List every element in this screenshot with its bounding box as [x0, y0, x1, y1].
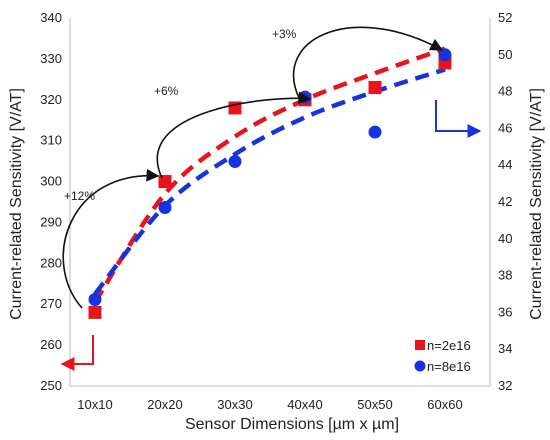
- legend-marker-n8e16: [414, 360, 426, 372]
- annotation-arrows: +12% +6% +3%: [62, 26, 444, 309]
- left-y-tick-label: 300: [40, 174, 62, 189]
- left-y-tick-label: 310: [40, 133, 62, 148]
- data-point-square: [88, 305, 102, 319]
- x-tick-label: 10x10: [77, 397, 112, 412]
- right-y-tick-label: 32: [498, 378, 512, 393]
- right-y-tick-label: 52: [498, 10, 512, 25]
- arrow-40-to-60: [293, 26, 444, 101]
- legend-label-n8e16: n=8e16: [427, 359, 471, 374]
- right-y-tick-label: 50: [498, 47, 512, 62]
- x-ticks: 10x10 20x20 30x30 40x40 50x50 60x60: [77, 397, 462, 412]
- right-y-ticks: 32 34 36 38 40 42 44 46 48 50 52: [498, 10, 512, 393]
- x-tick-label: 20x20: [147, 397, 182, 412]
- data-point-circle: [438, 48, 452, 62]
- left-y-tick-label: 250: [40, 378, 62, 393]
- right-y-tick-label: 42: [498, 194, 512, 209]
- plot-area: [69, 18, 491, 387]
- arrow-10-to-20: [62, 168, 160, 309]
- x-tick-label: 60x60: [427, 397, 462, 412]
- annotation-plus-3: +3%: [272, 27, 297, 41]
- data-point-circle: [88, 293, 102, 307]
- arrow-20-to-40: [156, 91, 312, 179]
- left-y-axis-title: Current-related Sensitivity [V/AT]: [8, 88, 25, 320]
- data-markers: [88, 48, 452, 319]
- left-y-tick-label: 340: [40, 10, 62, 25]
- annotation-plus-6: +6%: [154, 84, 179, 98]
- right-y-tick-label: 48: [498, 84, 512, 99]
- right-y-tick-label: 36: [498, 304, 512, 319]
- x-tick-label: 50x50: [357, 397, 392, 412]
- left-y-tick-label: 290: [40, 214, 62, 229]
- data-point-circle: [158, 201, 172, 215]
- data-point-circle: [368, 125, 382, 139]
- left-axis-indicator-arrow: [60, 335, 94, 371]
- data-point-circle: [298, 90, 312, 104]
- legend: n=2e16 n=8e16: [414, 338, 471, 374]
- x-axis-title: Sensor Dimensions [µm x µm]: [185, 416, 399, 433]
- axis-indicator-arrows: [60, 100, 482, 371]
- data-point-square: [368, 81, 382, 95]
- data-point-circle: [228, 155, 242, 169]
- left-y-tick-label: 330: [40, 51, 62, 66]
- trend-line-n8e16: [93, 67, 446, 296]
- left-y-tick-label: 270: [40, 296, 62, 311]
- right-y-axis-title: Current-related Sensitivity [V/AT]: [528, 88, 545, 320]
- x-tick-label: 40x40: [287, 397, 322, 412]
- legend-label-n2e16: n=2e16: [427, 338, 471, 353]
- right-axis-indicator-arrow: [435, 100, 482, 138]
- right-y-tick-label: 34: [498, 341, 512, 356]
- x-tick-label: 30x30: [217, 397, 252, 412]
- right-y-tick-label: 46: [498, 120, 512, 135]
- left-y-tick-label: 260: [40, 337, 62, 352]
- right-y-tick-label: 40: [498, 231, 512, 246]
- left-y-tick-label: 320: [40, 92, 62, 107]
- left-y-tick-label: 280: [40, 255, 62, 270]
- legend-marker-n2e16: [415, 340, 425, 350]
- right-y-tick-label: 44: [498, 157, 512, 172]
- right-y-tick-label: 38: [498, 268, 512, 283]
- trend-line-n2e16: [93, 46, 446, 304]
- annotation-plus-12: +12%: [64, 189, 95, 203]
- data-point-square: [158, 175, 172, 189]
- left-y-ticks: 250 260 270 280 290 300 310 320 330 340: [40, 10, 62, 393]
